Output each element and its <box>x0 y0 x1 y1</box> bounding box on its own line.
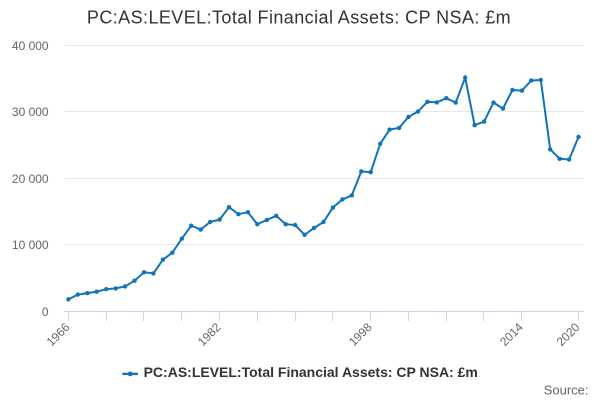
svg-text:30 000: 30 000 <box>12 105 49 119</box>
svg-text:20 000: 20 000 <box>12 172 49 186</box>
svg-text:PC:AS:LEVEL:Total Financial As: PC:AS:LEVEL:Total Financial Assets: CP N… <box>87 8 511 28</box>
svg-text:0: 0 <box>42 305 49 319</box>
svg-text:PC:AS:LEVEL:Total Financial As: PC:AS:LEVEL:Total Financial Assets: CP N… <box>144 364 478 380</box>
svg-text:40 000: 40 000 <box>12 39 49 53</box>
svg-text:10 000: 10 000 <box>12 238 49 252</box>
svg-text:Source:: Source: <box>544 383 589 398</box>
